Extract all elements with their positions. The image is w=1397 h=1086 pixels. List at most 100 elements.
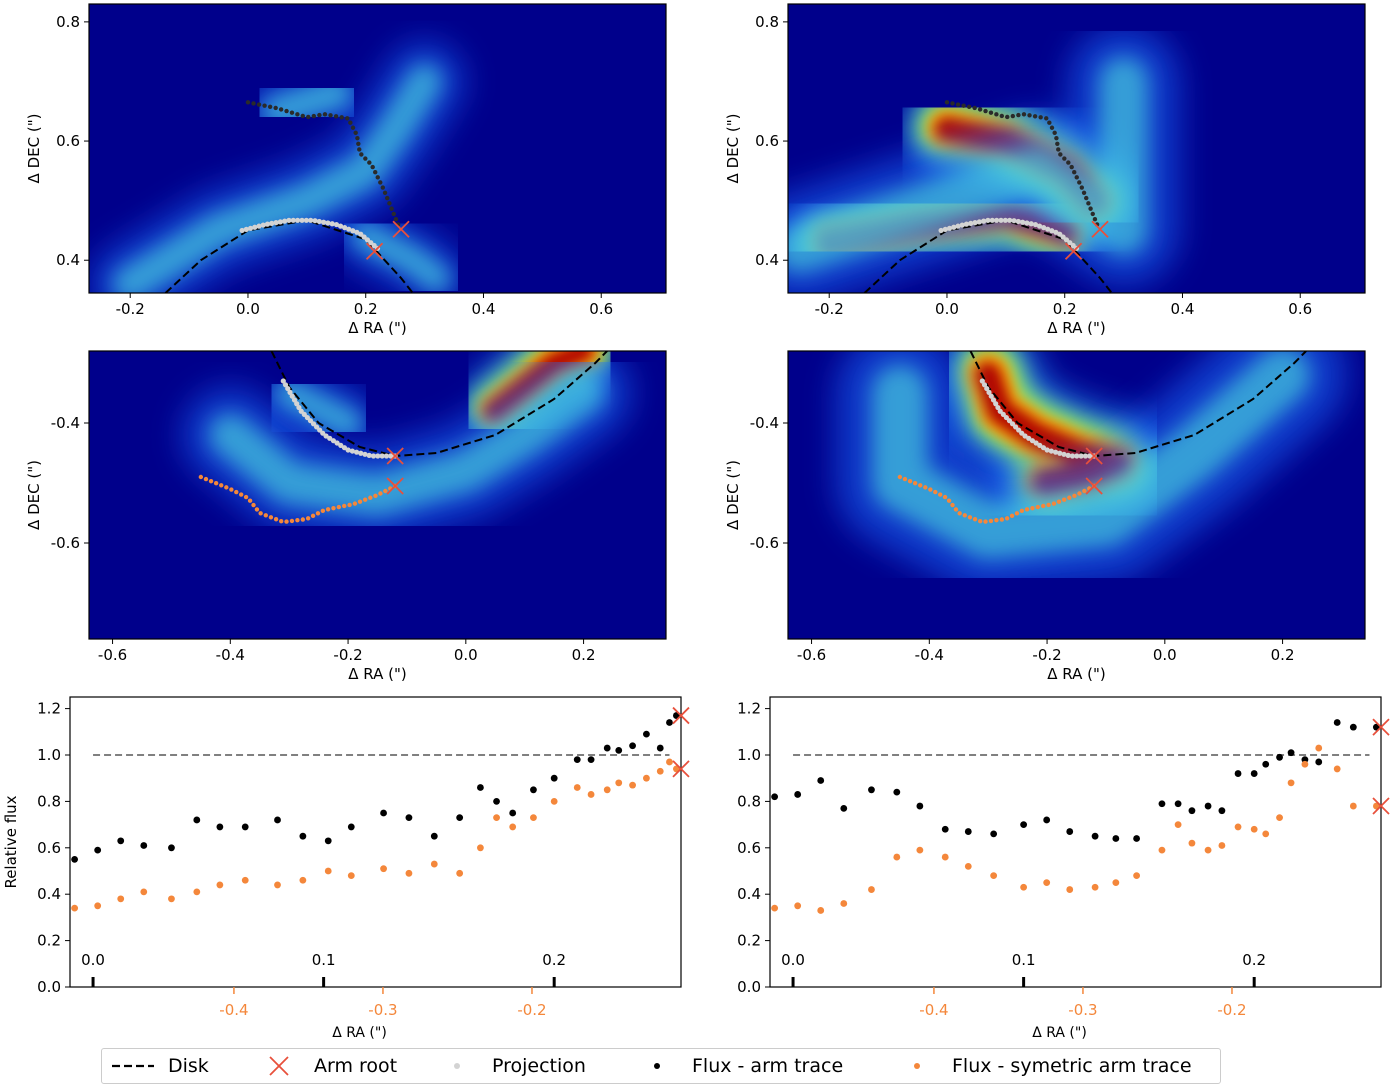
arm-trace-point <box>1077 180 1082 185</box>
arm-trace-point <box>367 160 372 165</box>
arm-trace-point <box>382 190 388 195</box>
arm-trace-point <box>967 515 973 520</box>
sym-trace-point <box>550 798 558 805</box>
arm-trace-point <box>1091 832 1099 840</box>
arm-trace-point <box>305 516 311 521</box>
cross-stroke <box>386 477 404 495</box>
sym-trace-point <box>380 865 387 873</box>
projection-point <box>1036 223 1043 229</box>
arm-trace-point <box>1044 116 1049 121</box>
arm-trace-point <box>363 156 368 161</box>
projection-point <box>260 222 266 228</box>
arm-trace-point <box>1035 504 1041 510</box>
sym-trace-point <box>168 895 175 903</box>
projection-point <box>1053 229 1059 235</box>
arm-trace-point <box>430 832 438 840</box>
projection-point <box>287 389 293 395</box>
arm-trace-point <box>1133 835 1140 842</box>
legend-label-arm-root: Arm root <box>314 1055 398 1077</box>
arm-trace-point <box>1158 800 1166 808</box>
sym-trace-point <box>1020 883 1028 891</box>
arm-trace-point <box>1262 760 1270 768</box>
x-tick-label: 0.6 <box>1288 300 1312 318</box>
projection-point <box>972 220 978 226</box>
arm-trace-point <box>299 832 307 840</box>
arm-trace-point <box>1052 130 1057 135</box>
projection-point <box>1044 447 1050 453</box>
arm-trace-point <box>325 507 331 512</box>
legend-item-arm-root: Arm root <box>254 1049 397 1083</box>
x-axis-label: Δ RA (") <box>1047 319 1105 337</box>
arm-trace-point <box>356 141 361 147</box>
arm-trace-point <box>868 786 875 794</box>
arm-trace-point <box>941 825 949 833</box>
arm-trace-point <box>278 107 284 112</box>
sym-trace-point <box>1301 760 1309 768</box>
arm-trace-point <box>972 105 977 111</box>
arm-trace-point <box>1061 497 1067 502</box>
arm-trace-point <box>247 498 253 503</box>
arm-trace-point <box>950 502 955 508</box>
arm-root-marker <box>386 447 404 465</box>
arm-trace-point <box>1086 201 1091 206</box>
arm-trace-point <box>1082 488 1087 494</box>
projection-point <box>290 217 296 223</box>
sym-trace-point <box>509 823 517 831</box>
y-tick-label: 1.2 <box>37 700 61 718</box>
arm-trace-point <box>234 489 239 495</box>
arm-trace-point <box>1027 113 1032 118</box>
sym-trace-point <box>1315 744 1323 752</box>
x-tick-label: -0.4 <box>915 646 944 664</box>
arm-trace-point <box>357 147 362 152</box>
projection-point <box>321 219 327 225</box>
arm-trace-point <box>1066 828 1074 835</box>
sym-trace-point <box>477 844 484 852</box>
arm-trace-point <box>94 846 102 854</box>
arm-trace-point <box>348 120 353 125</box>
cross-stroke <box>392 220 410 238</box>
arm-trace-point <box>1112 835 1120 842</box>
inner-x-tick-label: 0.1 <box>1012 951 1036 969</box>
sym-trace-point <box>840 900 848 907</box>
arm-trace-point <box>322 112 328 117</box>
arm-trace-point <box>352 501 358 506</box>
arm-trace-point <box>357 499 363 504</box>
arm-trace-point <box>245 100 251 105</box>
projection-point <box>294 401 300 407</box>
arm-trace-point <box>258 511 263 516</box>
projection-point <box>1028 221 1034 227</box>
arm-trace-point <box>219 483 224 488</box>
intensity-glow <box>209 372 605 516</box>
sym-trace-point <box>1043 879 1051 886</box>
arm-trace-point <box>990 830 998 838</box>
sym-trace-point <box>1188 839 1196 847</box>
projection-point <box>976 219 982 225</box>
projection-point <box>303 217 309 223</box>
arm-trace-point <box>279 519 284 524</box>
x-tick-label: -0.3 <box>368 1001 397 1019</box>
y-tick-label: 0.6 <box>755 132 779 150</box>
projection-point <box>985 217 991 223</box>
projection-point <box>282 382 289 388</box>
arm-root-marker <box>1372 797 1390 815</box>
cross-stroke <box>1372 718 1390 736</box>
x-tick-label: 0.2 <box>572 646 596 664</box>
sym-trace-point <box>964 862 972 870</box>
sym-trace-point <box>1262 830 1270 838</box>
projection-point <box>289 393 295 399</box>
arm-trace-point <box>1014 511 1020 516</box>
arm-trace-point <box>405 814 413 822</box>
sym-trace-point <box>603 786 611 794</box>
arm-trace-point <box>656 744 664 752</box>
projection-point <box>981 382 988 388</box>
projection-point <box>243 226 249 232</box>
x-tick-label: -0.2 <box>116 300 145 318</box>
projection-point <box>1032 221 1039 228</box>
cross-stroke <box>365 242 384 260</box>
dashed-line-icon <box>112 1064 154 1068</box>
projection-point <box>989 217 995 223</box>
sym-trace-point <box>530 814 537 822</box>
arm-trace-point <box>1072 493 1077 498</box>
cross-stroke <box>1372 797 1390 815</box>
sym-trace-point <box>1250 825 1258 833</box>
